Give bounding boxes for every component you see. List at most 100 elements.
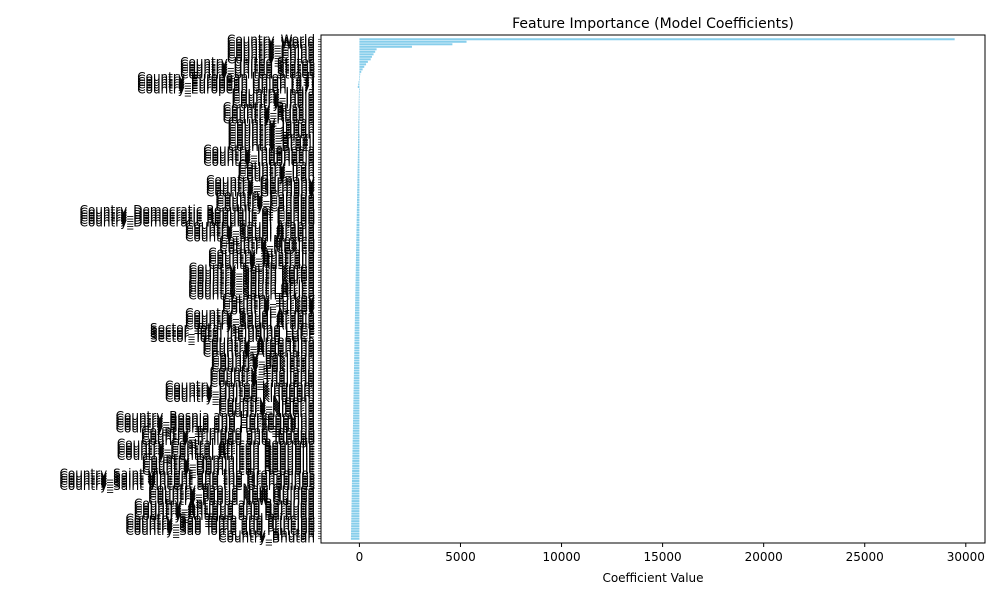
y-tick-label: Country_South Korea: [189, 263, 315, 277]
bar: [357, 158, 360, 161]
bar: [354, 314, 360, 317]
y-tick-label: Country_Central African Republic: [117, 439, 315, 453]
y-tick-label: Country_South Africa: [188, 281, 315, 295]
y-tick-label: Country_Canada: [216, 188, 315, 202]
y-tick-label: Country_Brazil: [228, 130, 315, 144]
y-tick-label: Country_World: [227, 37, 315, 51]
bar: [354, 329, 360, 332]
y-tick-label: Country_Antigua and Barbuda: [134, 504, 315, 518]
bar: [357, 173, 360, 176]
y-tick-label: Country_Thailand: [210, 374, 315, 388]
y-tick-label: Country_Antigua and Barbuda: [134, 502, 315, 516]
y-tick-label: Country_Indonesia: [203, 148, 315, 162]
bar: [357, 196, 360, 199]
y-tick-label: Country_Saint Vincent and the Grenadines: [60, 479, 316, 493]
bar: [354, 316, 360, 319]
y-tick-label: Country_Nigeria: [218, 401, 315, 415]
y-tick-label: Country_United Kingdom: [165, 381, 315, 395]
y-tick-label: Country_Pakistan: [211, 349, 315, 363]
bar: [351, 510, 360, 513]
bar: [358, 136, 360, 139]
bar: [355, 274, 360, 277]
y-tick-label: Country_Indonesia: [203, 145, 315, 159]
bar: [354, 362, 360, 365]
bar: [353, 404, 360, 407]
y-tick-label: Country_United States: [180, 60, 315, 74]
x-tick-label: 5000: [445, 550, 476, 564]
bar: [354, 334, 360, 337]
y-tick-label: Country_India: [232, 85, 315, 99]
bar: [352, 472, 360, 475]
bar: [356, 216, 360, 219]
bar: [355, 294, 360, 297]
y-tick-label: Country_Saudi Arabia: [185, 313, 315, 327]
bar: [357, 168, 360, 171]
bar: [357, 176, 360, 179]
bar: [352, 437, 360, 440]
bar: [357, 183, 360, 186]
y-tick-label: Country_Papua New Guinea: [148, 484, 315, 498]
y-tick-label: Country_United Kingdom: [165, 389, 315, 403]
y-tick-label: Country_Turkey: [222, 293, 315, 307]
y-tick-label: Country_Germany: [206, 185, 315, 199]
bar: [358, 143, 360, 146]
y-tick-label: Country_Turkey: [222, 301, 315, 315]
y-tick-label: Country_Iran: [238, 168, 315, 182]
y-tick-label: Country_Japan: [228, 120, 315, 134]
y-tick-label: Country_European Union (27): [137, 70, 315, 84]
bar: [358, 128, 360, 131]
y-tick-label: Country_Saudi Arabia: [185, 316, 315, 330]
bar: [355, 271, 360, 274]
y-tick-label: Country_Brazil: [228, 138, 315, 152]
bar: [359, 50, 376, 53]
bar: [355, 279, 360, 282]
y-tick-label: Country_Russia: [223, 100, 315, 114]
y-tick-label: Country_Iran: [238, 160, 315, 174]
bar: [351, 527, 360, 530]
bar: [359, 45, 412, 48]
bar: [356, 246, 360, 249]
y-tick-label: Country_Sao Tome and Principe: [125, 519, 315, 533]
bar: [352, 434, 360, 437]
y-tick-label: Country_United Kingdom: [165, 379, 315, 393]
y-tick-label: Country_Thailand: [210, 376, 315, 390]
y-tick-label: Country_Saudi Arabia: [185, 218, 315, 232]
bar: [355, 306, 360, 309]
bar: [354, 359, 360, 362]
bar: [358, 95, 360, 98]
bar: [356, 208, 360, 211]
y-tick-label: Country_United States: [180, 67, 315, 81]
bar: [358, 93, 360, 96]
bar: [352, 427, 360, 430]
y-tick-label: Country_Saudi Arabia: [185, 308, 315, 322]
bar: [358, 98, 360, 101]
bar: [355, 261, 360, 264]
y-tick-label: Country_Australia: [208, 258, 315, 272]
bar: [359, 55, 372, 58]
y-tick-label: Country_Antigua and Barbuda: [134, 499, 315, 513]
bar: [358, 106, 360, 109]
bar: [351, 485, 360, 488]
y-tick-label: Country_South Africa: [188, 278, 315, 292]
bar: [358, 113, 360, 116]
bar: [355, 299, 360, 302]
y-tick-label: Country_Mexico: [219, 238, 315, 252]
bar: [355, 291, 360, 294]
bar: [351, 477, 360, 480]
x-tick-label: 10000: [542, 550, 580, 564]
y-tick-label: Country_Trinidad and Tobago: [141, 431, 315, 445]
bar: [359, 58, 371, 61]
bar: [358, 83, 360, 86]
y-tick-label: Country_Indonesia: [203, 143, 315, 157]
y-tick-label: Country_Brazil: [228, 135, 315, 149]
y-tick-label: Sector_Total including LUCF: [150, 321, 315, 335]
bar: [356, 203, 360, 206]
y-tick-label: Country_European Union (27): [137, 75, 315, 89]
bar: [352, 429, 360, 432]
y-tick-label: Country_Dominican Republic: [142, 464, 315, 478]
y-tick-label: Country_Russia: [223, 110, 315, 124]
y-tick-label: Country_Dominican Republic: [142, 459, 315, 473]
bar: [356, 213, 360, 216]
y-tick-label: Country_United Kingdom: [165, 384, 315, 398]
bar: [352, 464, 360, 467]
